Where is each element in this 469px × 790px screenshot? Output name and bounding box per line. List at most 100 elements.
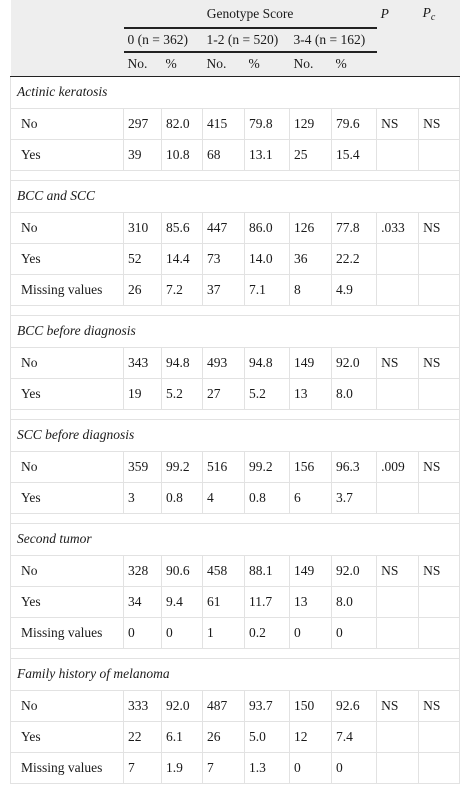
p-value-cell: .009 <box>376 450 420 483</box>
p-value-cell: .033 <box>376 211 420 244</box>
percent-cell: 0 <box>330 751 378 784</box>
section-spacer <box>9 170 461 181</box>
count-cell: 0 <box>123 616 162 649</box>
sub-header-pct: % <box>244 52 290 77</box>
percent-cell: 92.6 <box>330 689 378 722</box>
p-value-cell <box>376 273 420 306</box>
pc-value-cell: NS <box>418 450 461 483</box>
percent-cell: 7.1 <box>244 273 290 306</box>
count-cell: 487 <box>202 689 245 722</box>
count-cell: 516 <box>202 450 245 483</box>
row-label: No <box>10 211 124 244</box>
count-cell: 73 <box>202 242 245 275</box>
row-label: No <box>10 554 124 587</box>
count-cell: 25 <box>289 138 332 171</box>
count-cell: 447 <box>202 211 245 244</box>
count-cell: 7 <box>123 751 162 784</box>
table-row: Yes 52 14.4 73 14.0 36 22.2 <box>10 242 461 275</box>
row-label: Missing values <box>10 273 124 306</box>
percent-cell: 7.4 <box>330 720 378 753</box>
percent-cell: 90.6 <box>161 554 203 587</box>
count-cell: 458 <box>202 554 245 587</box>
table-row: Missing values 0 0 1 0.2 0 0 <box>10 616 461 649</box>
row-label: No <box>10 689 124 722</box>
percent-cell: 79.6 <box>330 107 378 140</box>
count-cell: 27 <box>202 377 245 410</box>
percent-cell: 5.2 <box>161 377 203 410</box>
section-spacer <box>9 648 461 659</box>
count-cell: 493 <box>202 346 245 379</box>
percent-cell: 8.0 <box>330 585 378 618</box>
count-cell: 12 <box>289 720 332 753</box>
table-row: No 333 92.0 487 93.7 150 92.6 NS NS <box>10 689 461 722</box>
p-value-cell <box>376 481 420 514</box>
percent-cell: 7.2 <box>161 273 203 306</box>
percent-cell: 0.8 <box>161 481 203 514</box>
percent-cell: 1.3 <box>244 751 290 784</box>
p-value-cell <box>376 751 420 784</box>
table-row: Yes 22 6.1 26 5.0 12 7.4 <box>10 720 461 753</box>
section-title: BCC before diagnosis <box>9 315 461 347</box>
table-row: No 359 99.2 516 99.2 156 96.3.009 NS <box>10 450 461 483</box>
section-header-row: Actinic keratosis <box>9 76 461 108</box>
percent-cell: 86.0 <box>244 211 290 244</box>
count-cell: 22 <box>123 720 162 753</box>
count-cell: 34 <box>123 585 162 618</box>
sub-header-pct: % <box>161 52 203 77</box>
count-cell: 7 <box>202 751 245 784</box>
percent-cell: 3.7 <box>330 481 378 514</box>
row-label: Yes <box>10 720 124 753</box>
pc-value-cell: NS <box>418 689 461 722</box>
count-cell: 333 <box>123 689 162 722</box>
percent-cell: 92.0 <box>330 346 378 379</box>
pc-value-cell <box>418 242 461 275</box>
table-row: Yes 34 9.4 61 11.7 13 8.0 <box>10 585 461 618</box>
percent-cell: 92.0 <box>330 554 378 587</box>
percent-cell: 92.0 <box>161 689 203 722</box>
count-cell: 0 <box>289 751 332 784</box>
sub-header-pct: % <box>331 52 377 77</box>
section-header-row: SCC before diagnosis <box>9 419 461 451</box>
p-value-cell: NS <box>376 346 420 379</box>
row-label: Missing values <box>10 751 124 784</box>
p-value-cell: NS <box>376 689 420 722</box>
p-column-header: P <box>376 0 419 28</box>
row-label: No <box>10 346 124 379</box>
section-title: Second tumor <box>9 523 461 555</box>
count-cell: 52 <box>123 242 162 275</box>
table-row: Missing values 26 7.2 37 7.1 8 4.9 <box>10 273 461 306</box>
row-label: Yes <box>10 138 124 171</box>
count-cell: 6 <box>289 481 332 514</box>
p-value-cell <box>376 377 420 410</box>
section-title: SCC before diagnosis <box>9 419 461 451</box>
p-value-cell <box>376 138 420 171</box>
percent-cell: 22.2 <box>330 242 378 275</box>
row-label: Yes <box>10 481 124 514</box>
count-cell: 13 <box>289 377 332 410</box>
pc-value-cell <box>418 138 461 171</box>
table-row: Yes 39 10.8 68 13.1 25 15.4 <box>10 138 461 171</box>
row-label: Yes <box>10 585 124 618</box>
percent-cell: 94.8 <box>161 346 203 379</box>
section-spacer <box>9 305 461 316</box>
pc-value-cell <box>418 377 461 410</box>
count-cell: 359 <box>123 450 162 483</box>
count-cell: 8 <box>289 273 332 306</box>
table-body: Actinic keratosis No 297 82.0 415 79.8 129 79.6… <box>9 76 461 784</box>
pc-value-cell: NS <box>418 107 461 140</box>
count-cell: 126 <box>289 211 332 244</box>
percent-cell: 79.8 <box>244 107 290 140</box>
percent-cell: 85.6 <box>161 211 203 244</box>
p-value-cell <box>376 616 420 649</box>
table-row: No 297 82.0 415 79.8 129 79.6 NS NS <box>10 107 461 140</box>
count-cell: 39 <box>123 138 162 171</box>
pc-value-cell <box>418 585 461 618</box>
section-header-row: BCC and SCC <box>9 180 461 212</box>
section-title: BCC and SCC <box>9 180 461 212</box>
pc-value-cell <box>418 720 461 753</box>
table-row: No 343 94.8 493 94.8 149 92.0 NS NS <box>10 346 461 379</box>
table-row: No 310 85.6 447 86.0 126 77.8.033 NS <box>10 211 461 244</box>
percent-cell: 15.4 <box>330 138 378 171</box>
group-title: Genotype Score <box>123 0 377 29</box>
